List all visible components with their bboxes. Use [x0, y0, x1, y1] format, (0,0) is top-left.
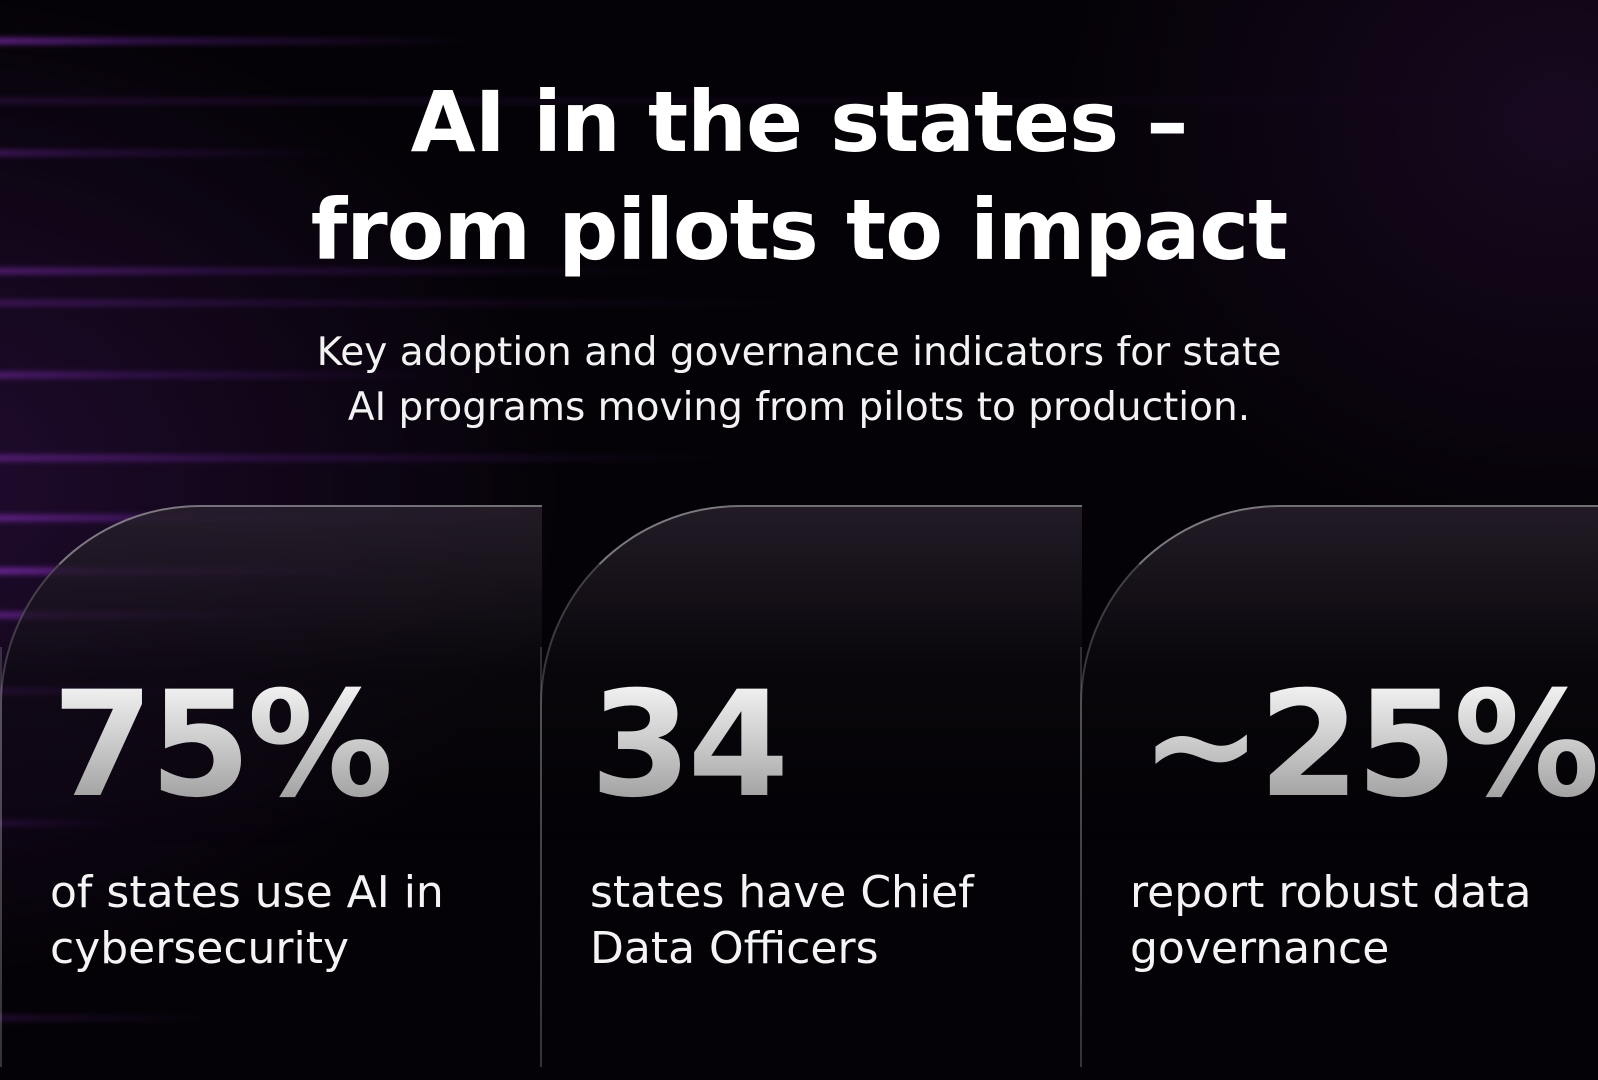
light-streak	[0, 98, 1598, 104]
stat-value-chief-data-officers: 34	[590, 660, 789, 830]
stat-description-line: Data Officers	[590, 923, 879, 974]
stat-description-data-governance: report robust data governance	[1130, 865, 1598, 977]
stat-value-cybersecurity: 75%	[52, 660, 393, 830]
light-streak	[0, 455, 740, 461]
stat-card-frame	[0, 505, 542, 1067]
title-line-2: from pilots to impact	[310, 181, 1288, 279]
light-streak	[0, 150, 340, 156]
light-streak	[0, 268, 680, 274]
stat-description-line: of states use AI in	[50, 867, 444, 918]
page-subtitle: Key adoption and governance indicators f…	[0, 325, 1598, 435]
stat-description-line: report robust data	[1130, 867, 1532, 918]
stat-card-frame	[1080, 505, 1598, 1067]
subtitle-line-2: AI programs moving from pilots to produc…	[347, 385, 1251, 430]
page-title: AI in the states – from pilots to impact	[0, 68, 1598, 284]
stat-description-line: states have Chief	[590, 867, 974, 918]
stat-description-line: cybersecurity	[50, 923, 349, 974]
stat-description-line: governance	[1130, 923, 1390, 974]
stat-description-chief-data-officers: states have Chief Data Officers	[590, 865, 1060, 977]
stat-description-cybersecurity: of states use AI in cybersecurity	[50, 865, 520, 977]
subtitle-line-1: Key adoption and governance indicators f…	[316, 330, 1282, 375]
title-line-1: AI in the states –	[410, 73, 1189, 171]
stat-value-data-governance: ~25%	[1140, 660, 1598, 830]
background-haze-right	[998, 0, 1598, 600]
light-streak	[0, 300, 820, 306]
light-streak	[0, 372, 440, 378]
light-streak	[0, 38, 480, 44]
stat-card-frame	[540, 505, 1082, 1067]
